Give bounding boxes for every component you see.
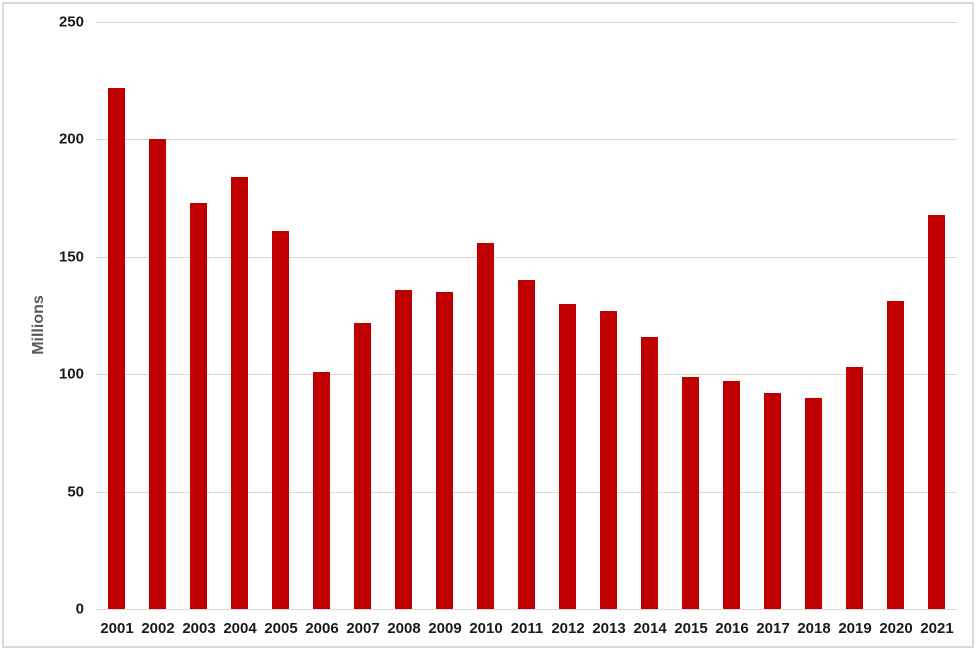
bar-2005	[272, 230, 289, 609]
bar-2017	[764, 392, 781, 609]
bar-2019	[846, 367, 863, 609]
bar-2003	[190, 202, 207, 609]
bar-2014	[641, 336, 658, 609]
x-tick-label-2006: 2006	[305, 620, 339, 637]
x-tick-label-2002: 2002	[141, 620, 175, 637]
bar-2016	[723, 381, 740, 609]
x-tick-label-2012: 2012	[551, 620, 585, 637]
gridline-250	[96, 22, 957, 23]
x-tick-label-2001: 2001	[100, 620, 134, 637]
gridline-150	[96, 256, 957, 258]
x-tick-label-2014: 2014	[633, 620, 667, 637]
x-tick-label-2005: 2005	[264, 620, 298, 637]
x-tick-label-2016: 2016	[715, 620, 749, 637]
bar-2012	[559, 303, 576, 609]
y-tick-label-0: 0	[75, 600, 84, 618]
bar-2010	[477, 242, 494, 609]
gridline-0	[96, 609, 957, 610]
bar-2013	[600, 310, 617, 609]
x-tick-label-2010: 2010	[469, 620, 503, 637]
y-tick-label-250: 250	[58, 13, 84, 31]
x-tick-label-2009: 2009	[428, 620, 462, 637]
y-tick-label-50: 50	[67, 483, 84, 501]
x-tick-label-2013: 2013	[592, 620, 626, 637]
x-tick-label-2011: 2011	[510, 620, 544, 637]
bar-2004	[231, 176, 248, 609]
x-tick-label-2021: 2021	[920, 620, 954, 637]
x-tick-label-2008: 2008	[387, 620, 421, 637]
bar-2002	[149, 139, 166, 609]
bar-2001	[108, 87, 125, 609]
bar-2018	[805, 397, 822, 609]
x-tick-label-2020: 2020	[879, 620, 913, 637]
bar-2008	[395, 289, 412, 609]
x-tick-label-2015: 2015	[674, 620, 708, 637]
y-tick-label-100: 100	[58, 365, 84, 383]
bar-2011	[518, 280, 535, 609]
bar-2021	[928, 214, 945, 609]
x-tick-label-2017: 2017	[756, 620, 790, 637]
gridline-200	[96, 139, 957, 141]
y-tick-label-200: 200	[58, 130, 84, 148]
bar-2009	[436, 292, 453, 609]
x-tick-label-2003: 2003	[182, 620, 216, 637]
plot-area	[96, 22, 957, 610]
x-tick-label-2007: 2007	[346, 620, 380, 637]
y-tick-label-150: 150	[58, 248, 84, 266]
y-axis-title: Millions	[30, 295, 47, 355]
bar-2015	[682, 376, 699, 609]
x-tick-label-2018: 2018	[797, 620, 831, 637]
bar-2007	[354, 322, 371, 609]
bar-2020	[887, 301, 904, 609]
x-tick-label-2019: 2019	[838, 620, 872, 637]
x-tick-label-2004: 2004	[223, 620, 257, 637]
bar-2006	[313, 371, 330, 609]
